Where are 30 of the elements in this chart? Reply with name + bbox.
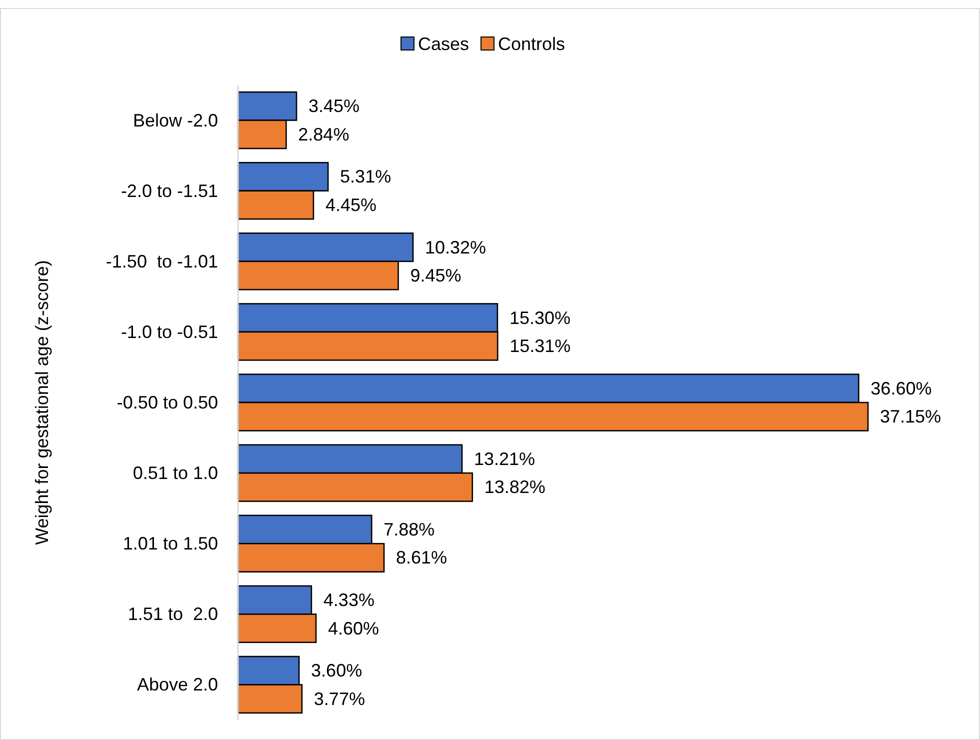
data-label: 3.77% xyxy=(314,688,365,709)
y-tick-label: Below -2.0 xyxy=(132,110,218,130)
data-label: 4.33% xyxy=(323,590,374,610)
data-label: 4.60% xyxy=(328,618,380,638)
data-label: 15.31% xyxy=(510,336,571,356)
data-label: 36.60% xyxy=(870,378,932,398)
y-tick-label: 1.51 to 2.0 xyxy=(128,604,218,624)
y-axis-title: Weight for gestational age (z-score) xyxy=(32,260,52,545)
data-label: 15.30% xyxy=(509,308,571,328)
data-label: 8.61% xyxy=(396,548,448,568)
data-label: 2.84% xyxy=(298,124,350,144)
data-label: 5.31% xyxy=(340,166,392,187)
y-tick-label: -0.50 to 0.50 xyxy=(116,392,218,412)
y-tick-label: -1.0 to -0.51 xyxy=(120,322,218,342)
y-tick-label: -1.50 to -1.01 xyxy=(106,251,218,272)
data-label: 3.60% xyxy=(311,660,362,681)
data-label: 10.32% xyxy=(425,237,486,258)
y-tick-label: Above 2.0 xyxy=(136,674,218,695)
data-label: 9.45% xyxy=(410,266,462,286)
y-tick-label: -2.0 to -1.51 xyxy=(120,180,218,201)
y-tick-label: 1.01 to 1.50 xyxy=(122,534,218,554)
data-label: 7.88% xyxy=(384,520,435,540)
data-label: 13.21% xyxy=(474,448,536,469)
legend-label: Controls xyxy=(498,34,566,54)
data-label: 13.82% xyxy=(484,477,546,498)
legend-label: Cases xyxy=(418,34,470,54)
data-label: 4.45% xyxy=(325,194,377,215)
y-tick-label: 0.51 to 1.0 xyxy=(132,463,218,484)
data-label: 37.15% xyxy=(880,406,942,427)
data-label: 3.45% xyxy=(308,96,360,116)
